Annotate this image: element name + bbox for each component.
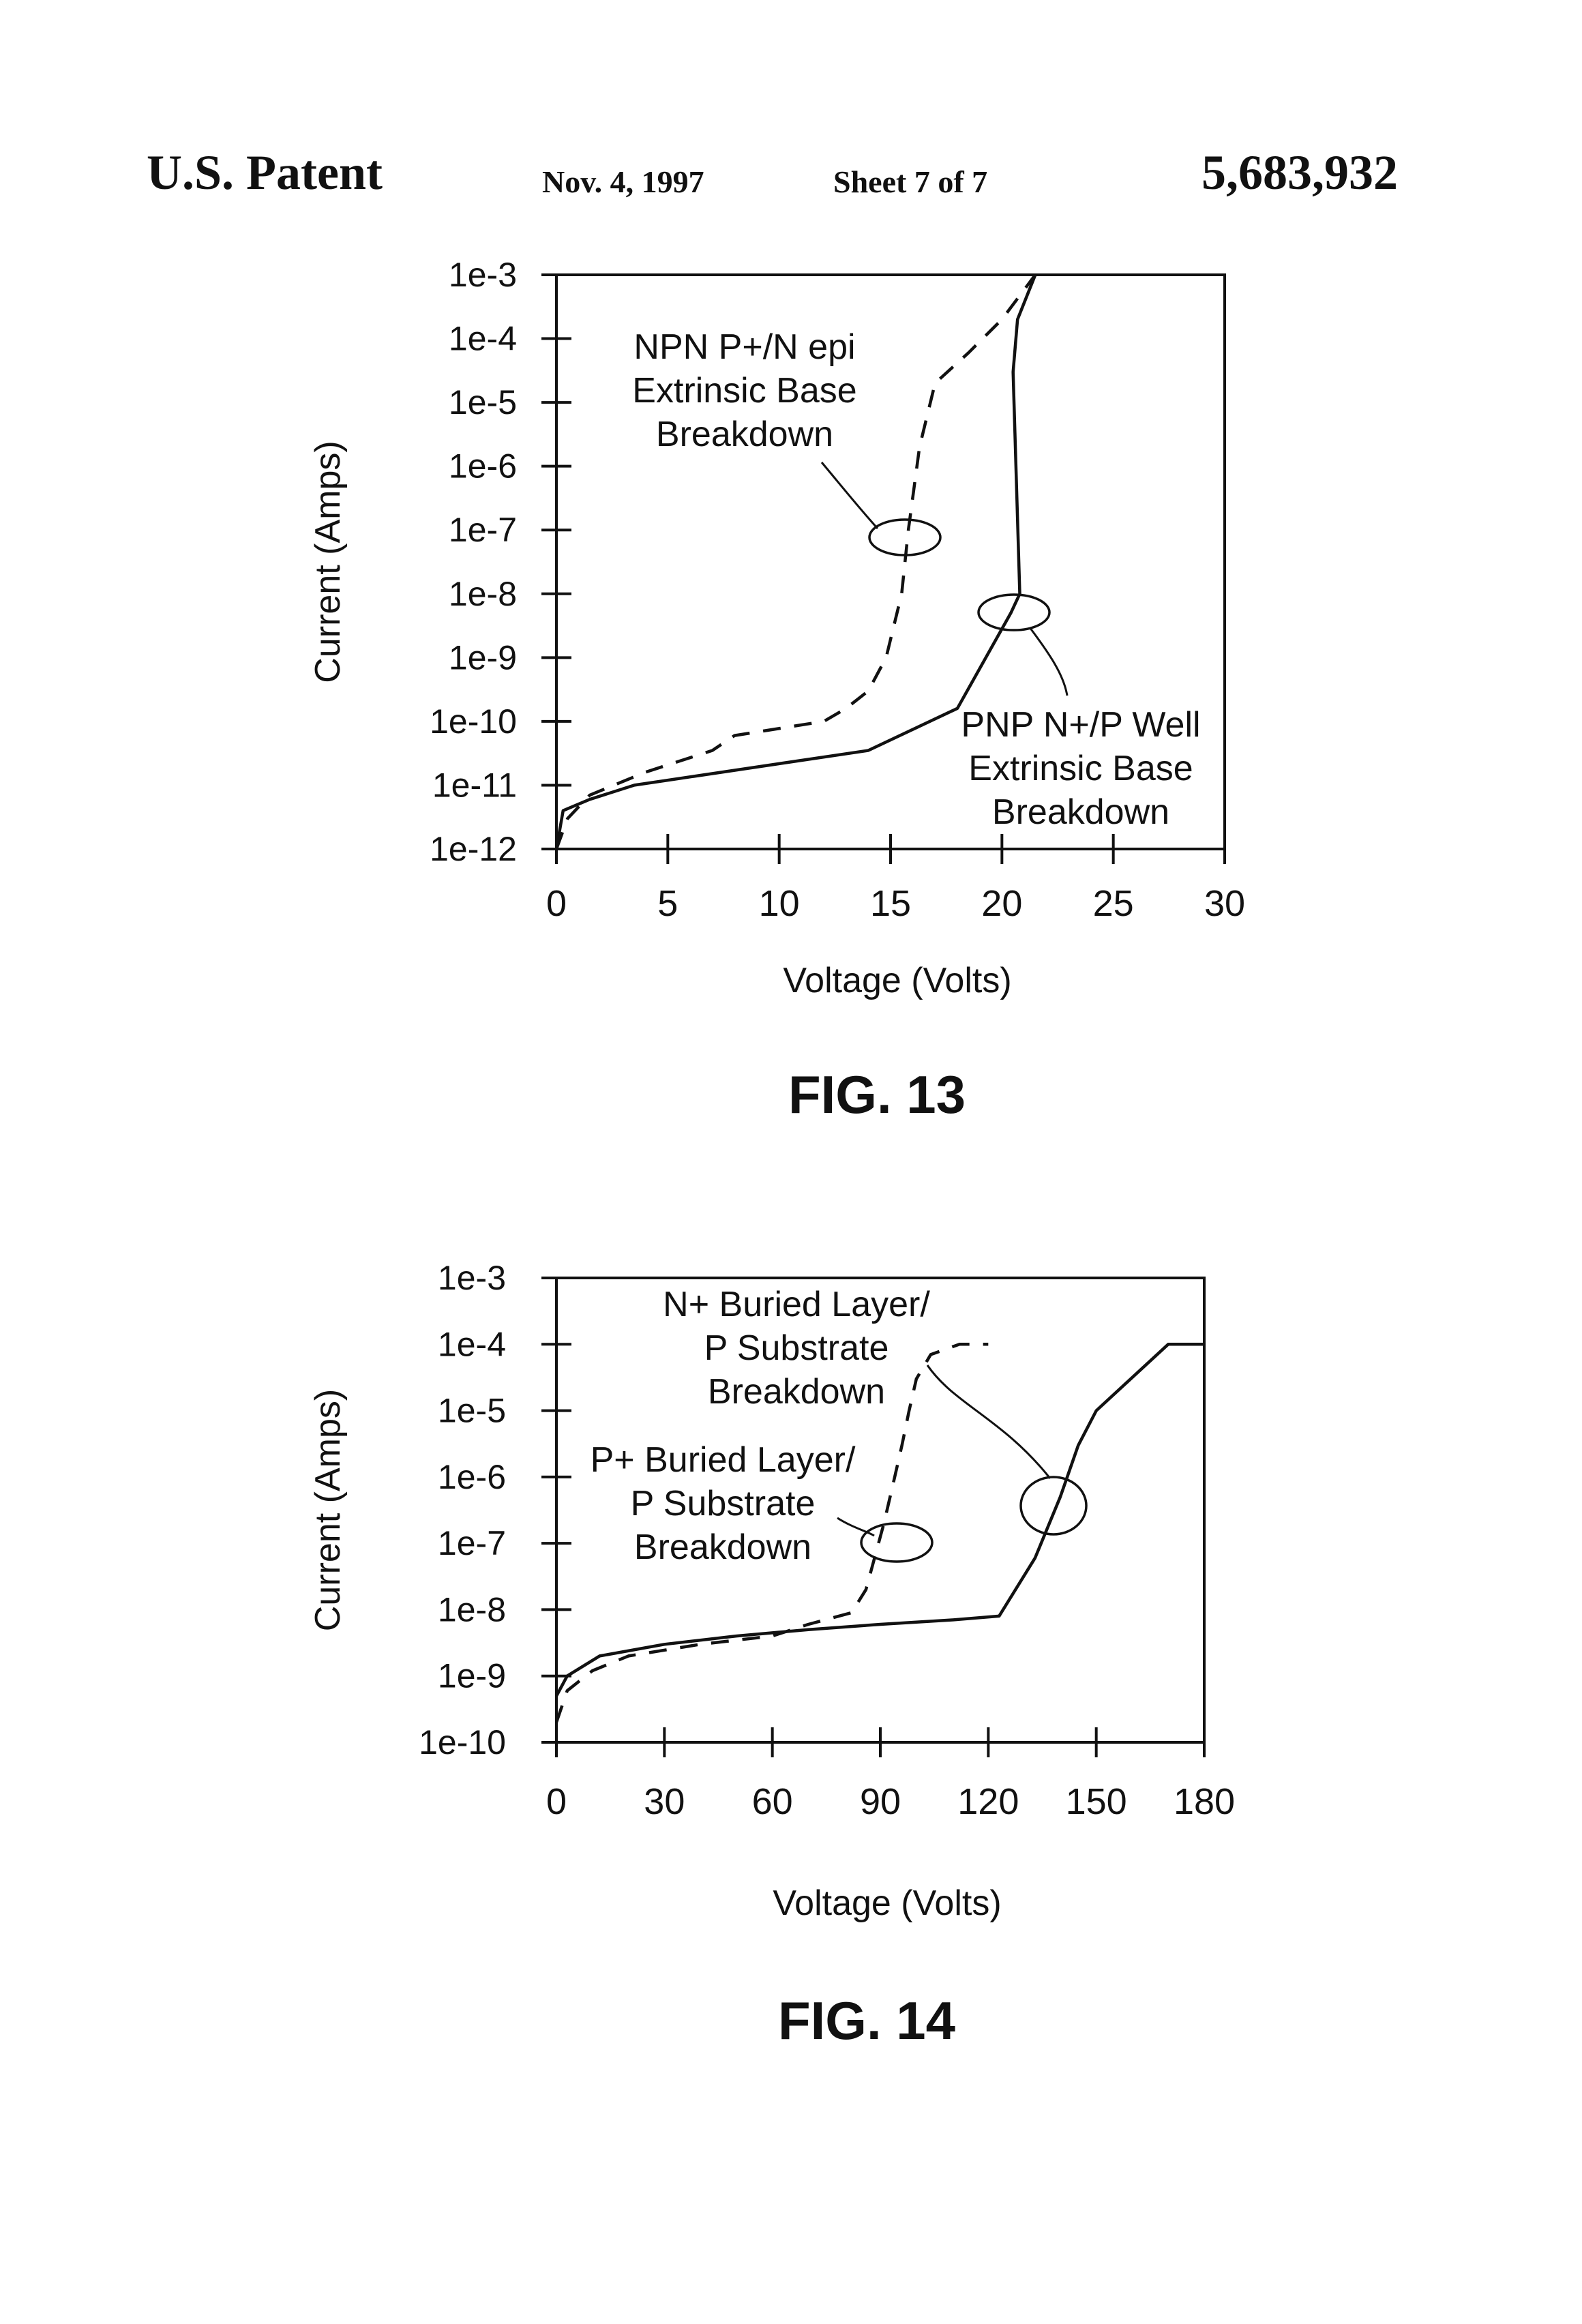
fig14-annotation-ellipse <box>1021 1477 1086 1534</box>
fig14-annotation-label: Breakdown <box>708 1372 885 1412</box>
fig13-y-tick-label: 1e-5 <box>449 383 517 421</box>
fig13-annotation-leader <box>822 462 878 528</box>
fig13-x-tick-label: 5 <box>657 883 678 924</box>
fig14-figure-label: FIG. 14 <box>778 1991 955 2051</box>
fig13-y-tick-label: 1e-10 <box>430 702 517 741</box>
fig13-y-axis-title: Current (Amps) <box>308 441 348 683</box>
fig14-y-tick-label: 1e-6 <box>438 1458 506 1496</box>
fig14-y-tick-label: 1e-9 <box>438 1657 506 1695</box>
fig14-x-axis-title: Voltage (Volts) <box>773 1883 1001 1923</box>
fig13-x-axis-title: Voltage (Volts) <box>783 961 1011 1000</box>
fig14-annotation-ellipse <box>861 1523 932 1562</box>
fig13-x-tick-label: 20 <box>981 883 1022 924</box>
fig13-x-tick-label: 30 <box>1204 883 1245 924</box>
fig13-y-tick-label: 1e-4 <box>449 320 517 358</box>
fig14-x-tick-label: 150 <box>1066 1781 1127 1822</box>
fig14-annotation-label: P Substrate <box>704 1328 889 1368</box>
fig13-y-tick-label: 1e-7 <box>449 511 517 549</box>
fig13-annotation-label: Breakdown <box>656 415 833 454</box>
fig14-annotation-label: P+ Buried Layer/ <box>591 1440 856 1480</box>
fig14-x-tick-label: 90 <box>860 1781 901 1822</box>
fig13-y-tick-label: 1e-9 <box>449 638 517 676</box>
fig14-x-tick-label: 120 <box>957 1781 1019 1822</box>
fig13-annotation-label: PNP N+/P Well <box>961 705 1200 745</box>
fig14-annotation-label: Breakdown <box>634 1528 811 1567</box>
fig13-annotation-label: Extrinsic Base <box>632 371 856 411</box>
fig14-x-tick-label: 180 <box>1174 1781 1235 1822</box>
fig13-annotation-leader <box>1030 627 1067 696</box>
fig14-y-axis-title: Current (Amps) <box>308 1389 348 1631</box>
fig14-y-tick-label: 1e-5 <box>438 1392 506 1430</box>
fig13-y-tick-label: 1e-12 <box>430 830 517 868</box>
fig14-y-tick-label: 1e-8 <box>438 1590 506 1628</box>
fig14-annotation-label: N+ Buried Layer/ <box>663 1285 930 1324</box>
fig13-x-tick-label: 0 <box>546 883 567 924</box>
fig14-y-tick-label: 1e-10 <box>419 1723 506 1761</box>
fig13-x-tick-label: 10 <box>759 883 800 924</box>
fig14-annotation-label: P Substrate <box>631 1484 816 1523</box>
fig13-x-tick-label: 25 <box>1093 883 1134 924</box>
fig14-y-tick-label: 1e-7 <box>438 1524 506 1562</box>
fig13-y-tick-label: 1e-6 <box>449 447 517 486</box>
fig13-annotation-label: Breakdown <box>992 792 1169 832</box>
fig13-annotation-ellipse <box>979 595 1049 630</box>
fig13-y-tick-label: 1e-8 <box>449 575 517 613</box>
fig14-x-tick-label: 60 <box>752 1781 793 1822</box>
fig13-y-tick-label: 1e-11 <box>432 766 517 804</box>
fig14-annotation-leader <box>837 1518 874 1536</box>
fig14-x-tick-label: 0 <box>546 1781 567 1822</box>
fig14-x-tick-label: 30 <box>644 1781 685 1822</box>
fig14-y-tick-label: 1e-3 <box>438 1259 506 1297</box>
fig14-y-tick-label: 1e-4 <box>438 1325 506 1363</box>
fig13-y-tick-label: 1e-3 <box>449 256 517 294</box>
fig14-annotation-leader <box>927 1365 1050 1478</box>
fig13-figure-label: FIG. 13 <box>788 1064 966 1124</box>
fig13-annotation-label: NPN P+/N epi <box>633 327 855 367</box>
fig13-annotation-label: Extrinsic Base <box>968 749 1193 788</box>
fig13-x-tick-label: 15 <box>870 883 911 924</box>
